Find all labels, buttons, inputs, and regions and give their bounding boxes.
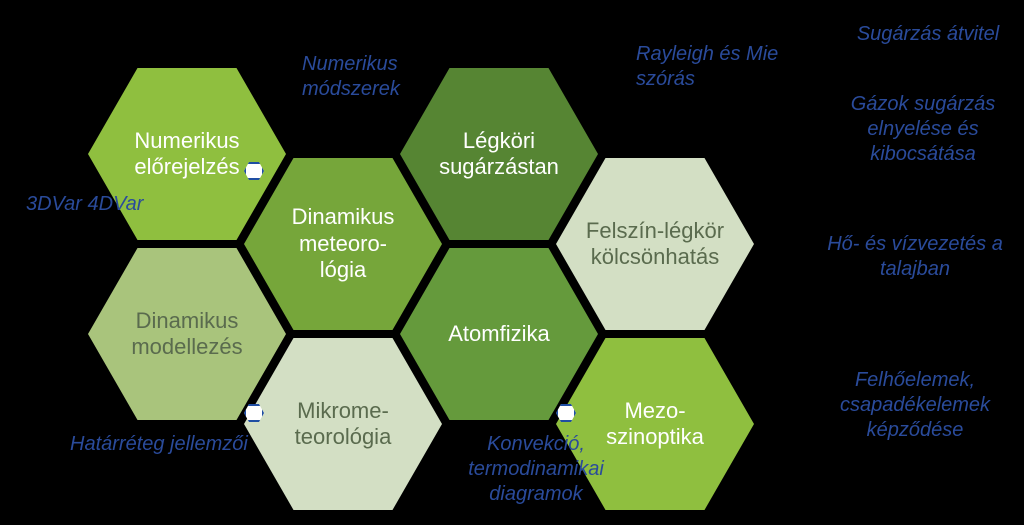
label-gazok-sugarzas: Gázok sugárzás elnyelése és kibocsátása [828,92,1018,167]
hex-atomfizika: Atomfizika [400,248,598,420]
hex-mikrometeorologia: Mikrome- teorológia [244,338,442,510]
hex-label: Dinamikus meteoro- lógia [292,204,395,283]
label-ho-vizvezetes: Hő- és vízvezetés a talajban [810,232,1020,282]
hex-label: Mikrome- teorológia [295,398,392,451]
label-rayleigh-mie: Rayleigh és Mie szórás [636,42,806,92]
hex-label: Légköri sugárzástan [439,128,559,181]
label-felhoelemek: Felhőelemek, csapadékelemek képződése [810,368,1020,443]
label-hatarreteg: Határréteg jellemzői [70,432,250,457]
label-numerikus-modszerek: Numerikus módszerek [302,52,462,102]
hex-label: Dinamikus modellezés [131,308,242,361]
label-konvekcio: Konvekció, termodinamikai diagramok [436,432,636,507]
label-sugarzas-atvitel: Sugárzás átvitel [848,22,1008,47]
hex-label: Atomfizika [448,321,549,347]
label-3dvar-4dvar: 3DVar 4DVar [26,192,146,217]
hex-felszin-legkor: Felszín-légkör kölcsönhatás [556,158,754,330]
hex-dinamikus-modellezes: Dinamikus modellezés [88,248,286,420]
hex-label: Felszín-légkör kölcsönhatás [586,218,724,271]
hex-dinamikus-meteorologia: Dinamikus meteoro- lógia [244,158,442,330]
hex-label: Numerikus előrejelzés [134,128,239,181]
